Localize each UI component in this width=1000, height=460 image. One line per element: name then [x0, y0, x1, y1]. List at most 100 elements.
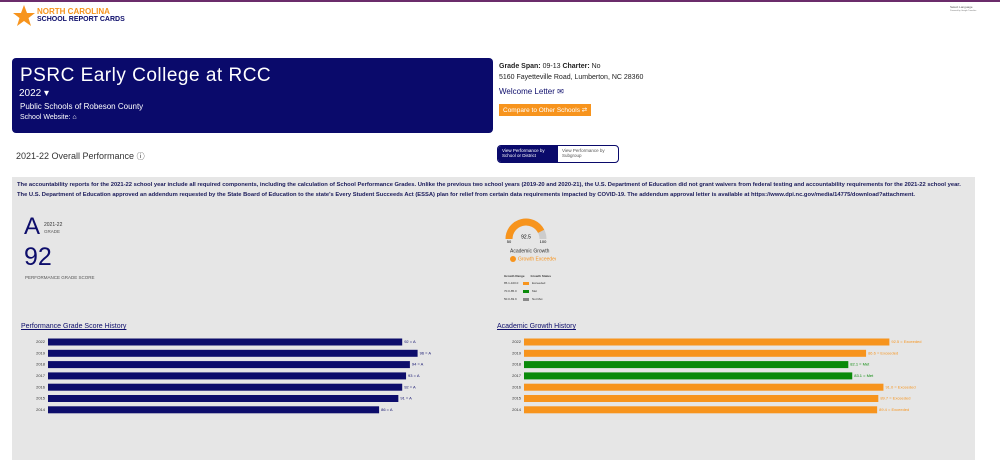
grade-span: Grade Span: 09-13 Charter: No	[499, 61, 643, 72]
grade: A	[24, 213, 41, 240]
info-icon[interactable]: ⓘ	[136, 152, 145, 161]
logo: NORTH CAROLINA SCHOOL REPORT CARDS	[37, 8, 125, 24]
school-name: PSRC Early College at RCC	[20, 65, 272, 86]
category-label: 2014	[512, 407, 522, 412]
logo-line: SCHOOL REPORT CARDS	[37, 16, 125, 23]
school-header: PSRC Early College at RCC 2022 ▾ Public …	[12, 58, 493, 133]
district: Public Schools of Robeson County	[20, 102, 144, 111]
value-label: 96 = A	[420, 350, 432, 355]
value-label: 91 = A	[400, 396, 412, 401]
legend-status: Exceeded	[532, 281, 546, 285]
value-label: 94 = A	[412, 362, 424, 367]
bar	[48, 395, 399, 402]
address: 5160 Fayetteville Road, Lumberton, NC 28…	[499, 74, 644, 81]
legend-swatch	[523, 289, 529, 293]
bar	[48, 338, 403, 346]
category-label: 2017	[512, 373, 522, 378]
value-label: 92.5 = Exceeded	[891, 339, 921, 344]
growth-gauge: 92.5 50 100 Academic Growth Growth Exceeded	[505, 218, 556, 262]
legend-status: Met	[532, 289, 538, 293]
website-label: School Website:	[20, 114, 71, 121]
score-label: PERFORMANCE GRADE SCORE	[25, 275, 95, 280]
year-select[interactable]: 2022 ▾	[19, 88, 50, 99]
notice: The accountability reports for the 2021-…	[17, 182, 961, 198]
legend-row: 70.0-85.0 Met	[504, 289, 551, 293]
translate-credit: Powered by Google Translate	[950, 10, 977, 12]
value-label: 82.1 = Met	[850, 362, 870, 367]
value-label: 83.1 = Met	[854, 373, 874, 378]
chart: 2022 92 = A 2019 96 = A 2018 94 = A 2017 93 = A…	[36, 338, 432, 414]
value-label: 92 = A	[404, 384, 416, 389]
legend-header: Growth Range Growth Status	[504, 274, 551, 278]
link[interactable]: Welcome Letter	[499, 87, 555, 96]
bar	[48, 383, 403, 391]
language-select[interactable]: Select Language	[950, 5, 973, 9]
bar	[48, 361, 410, 369]
value: No	[591, 63, 601, 70]
chart: 2022 92.5 = Exceeded 2019 86.6 = Exceeded 20…	[512, 338, 922, 414]
gauge-value	[505, 218, 545, 240]
bar	[48, 349, 418, 357]
gauge-value-label: 92.5	[521, 234, 531, 240]
category-label: 2022	[36, 339, 46, 344]
grade-label: GRADE	[44, 229, 61, 234]
category-label: 2015	[512, 396, 522, 401]
toggle-option[interactable]: View Performance by School or District	[498, 146, 558, 162]
bar	[524, 383, 884, 391]
bar	[524, 406, 878, 414]
bar	[524, 361, 849, 369]
category-label: 2015	[36, 396, 46, 401]
bar	[48, 372, 407, 380]
legend-row: 85.1-100.0 Exceeded	[504, 281, 551, 285]
legend-range: 70.0-85.0	[504, 289, 517, 293]
category-label: 2022	[512, 339, 522, 344]
category-label: 2017	[36, 373, 46, 378]
gauge-min: 50	[507, 239, 512, 244]
welcome-letter[interactable]: Welcome Letter ✉	[499, 87, 564, 96]
label: Compare to Other Schools	[503, 107, 580, 114]
value-label: 89.4 = Exceeded	[879, 407, 909, 412]
chart-title: Performance Grade Score History	[21, 323, 127, 330]
website: School Website: ⌂	[20, 114, 77, 121]
value: 09-13	[542, 63, 561, 70]
value-label: 91.0 = Exceeded	[885, 384, 915, 389]
score: 92	[24, 243, 52, 271]
category-label: 2016	[512, 384, 522, 389]
legend-swatch	[523, 281, 529, 285]
home-icon[interactable]: ⌂	[72, 114, 77, 121]
category-label: 2019	[36, 350, 46, 355]
bar	[524, 372, 853, 380]
grade-year: 2021-22	[44, 222, 63, 228]
value-label: 92 = A	[404, 339, 416, 344]
view-toggle: View Performance by School or District V…	[497, 145, 619, 163]
bar	[524, 349, 867, 357]
legend-heading: Growth Range	[504, 274, 525, 278]
logo-star	[13, 5, 35, 26]
value-label: 86.6 = Exceeded	[868, 350, 898, 355]
status-icon	[510, 256, 516, 262]
value-label: 89.7 = Exceeded	[880, 396, 910, 401]
school-info: Grade Span: 09-13 Charter: No 5160 Fayet…	[499, 61, 643, 97]
gauge-status: Growth Exceeded	[518, 256, 556, 262]
compare-button[interactable]: Compare to Other Schools ⇄	[499, 104, 592, 116]
category-label: 2019	[512, 350, 522, 355]
value-label: 86 = A	[381, 407, 393, 412]
legend-range: 85.1-100.0	[504, 281, 519, 285]
section-title: 2021-22 Overall Performance ⓘ	[16, 151, 145, 162]
growth-legend: Growth Range Growth Status 85.1-100.0 Excee…	[504, 274, 551, 305]
bar	[524, 338, 890, 346]
category-label: 2014	[36, 407, 46, 412]
year: 2022	[19, 88, 42, 99]
category-label: 2016	[36, 384, 46, 389]
category-label: 2018	[512, 362, 522, 367]
title: 2021-22 Overall Performance	[16, 151, 135, 161]
legend-status: Not Met	[532, 297, 543, 301]
toggle-option[interactable]: View Performance by Subgroup	[562, 148, 605, 158]
bar	[48, 406, 380, 414]
chart-title: Academic Growth History	[497, 323, 576, 330]
logo-line: NORTH CAROLINA	[37, 7, 110, 16]
category-label: 2018	[36, 362, 46, 367]
gauge-max: 100	[540, 239, 547, 244]
legend-range: 50.0-69.9	[504, 297, 517, 301]
